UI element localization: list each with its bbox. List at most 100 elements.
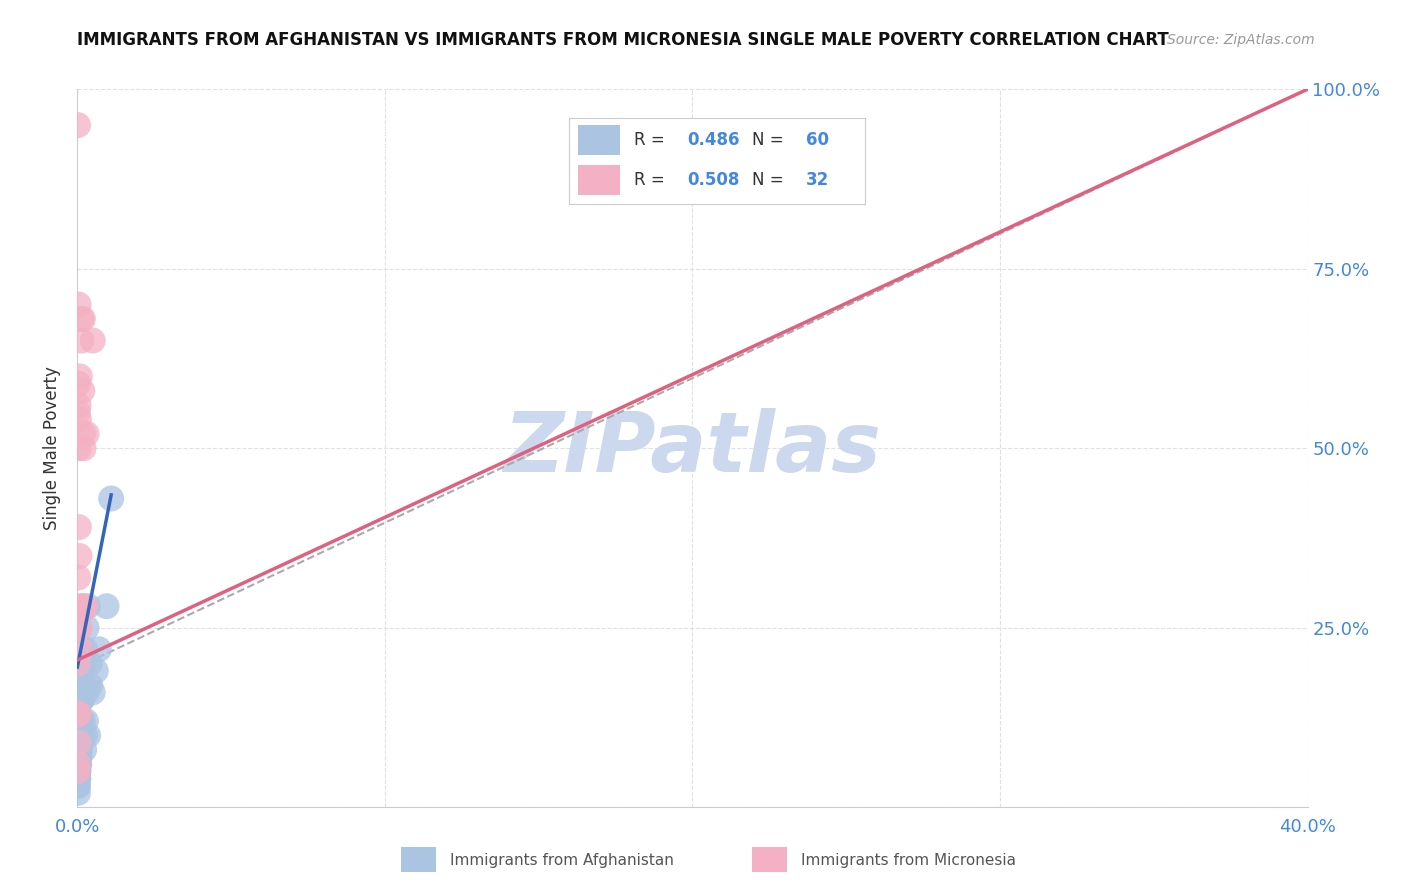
Text: 0.486: 0.486 (688, 131, 740, 149)
Text: 0.508: 0.508 (688, 171, 740, 189)
Point (67, 441, 90, 455)
Point (66, 657, 89, 671)
Point (70, 728, 93, 742)
Point (69, 621, 91, 635)
Point (70, 692, 93, 706)
Point (67, 706, 90, 721)
Point (66, 779, 89, 793)
Point (67, 757, 90, 772)
Point (84, 664, 107, 678)
Point (67, 520, 90, 534)
Point (72, 603, 94, 617)
Text: ZIPatlas: ZIPatlas (503, 408, 882, 489)
Bar (578, 125, 620, 155)
Text: IMMIGRANTS FROM AFGHANISTAN VS IMMIGRANTS FROM MICRONESIA SINGLE MALE POVERTY CO: IMMIGRANTS FROM AFGHANISTAN VS IMMIGRANT… (77, 31, 1168, 49)
Point (69, 714, 91, 728)
Point (76, 685, 98, 699)
Text: 60: 60 (806, 131, 828, 149)
Text: R =: R = (634, 171, 671, 189)
Point (66, 764, 89, 779)
Point (100, 491, 122, 506)
Point (67, 298, 90, 312)
Point (76, 426, 98, 441)
Point (67, 376, 90, 391)
Text: Immigrants from Afghanistan: Immigrants from Afghanistan (450, 854, 673, 868)
Point (66, 671, 89, 685)
Point (67, 750, 90, 764)
Point (67, 757, 90, 772)
Point (72, 664, 94, 678)
Point (69, 714, 91, 728)
Point (69, 728, 91, 742)
Bar (401, 847, 436, 872)
Point (70, 384, 93, 398)
Point (73, 642, 96, 657)
Point (69, 657, 91, 671)
Point (67, 671, 90, 685)
Point (76, 621, 98, 635)
Point (67, 772, 90, 786)
Point (72, 426, 94, 441)
Point (66, 118, 89, 132)
Point (66, 757, 89, 772)
Point (67, 764, 90, 779)
Text: R =: R = (634, 131, 671, 149)
Point (67, 621, 90, 635)
Text: Source: ZipAtlas.com: Source: ZipAtlas.com (1167, 33, 1315, 47)
Point (70, 692, 93, 706)
Point (66, 764, 89, 779)
Text: 32: 32 (806, 171, 830, 189)
Point (72, 714, 94, 728)
Point (73, 743, 96, 757)
Point (67, 570, 90, 584)
Point (79, 657, 101, 671)
Point (70, 657, 93, 671)
Point (67, 743, 90, 757)
Point (69, 736, 91, 750)
Point (66, 779, 89, 793)
Point (67, 706, 90, 721)
Point (70, 642, 93, 657)
Bar (578, 165, 620, 195)
Y-axis label: Single Male Poverty: Single Male Poverty (44, 367, 62, 530)
Point (70, 312, 93, 326)
Point (69, 743, 91, 757)
Point (87, 642, 110, 657)
Point (77, 599, 100, 614)
Point (67, 772, 90, 786)
Point (82, 685, 104, 699)
Point (77, 728, 100, 742)
Text: N =: N = (752, 131, 789, 149)
Point (72, 657, 94, 671)
Point (67, 743, 90, 757)
Point (69, 642, 91, 657)
Point (67, 692, 90, 706)
Point (66, 405, 89, 419)
Point (67, 736, 90, 750)
Point (69, 599, 91, 614)
Point (69, 549, 91, 563)
Point (67, 728, 90, 742)
Point (79, 678, 101, 692)
Point (69, 671, 91, 685)
Point (70, 334, 93, 348)
Text: N =: N = (752, 171, 789, 189)
Point (96, 599, 118, 614)
Point (72, 441, 94, 455)
Point (66, 786, 89, 800)
Point (70, 671, 93, 685)
Point (67, 764, 90, 779)
Point (67, 750, 90, 764)
Point (73, 728, 96, 742)
Text: Immigrants from Micronesia: Immigrants from Micronesia (801, 854, 1017, 868)
Point (67, 757, 90, 772)
Point (70, 692, 93, 706)
Point (69, 728, 91, 742)
Point (67, 714, 90, 728)
Point (69, 743, 91, 757)
Point (67, 757, 90, 772)
Point (67, 728, 90, 742)
Point (72, 312, 94, 326)
Point (69, 369, 91, 384)
Point (69, 692, 91, 706)
